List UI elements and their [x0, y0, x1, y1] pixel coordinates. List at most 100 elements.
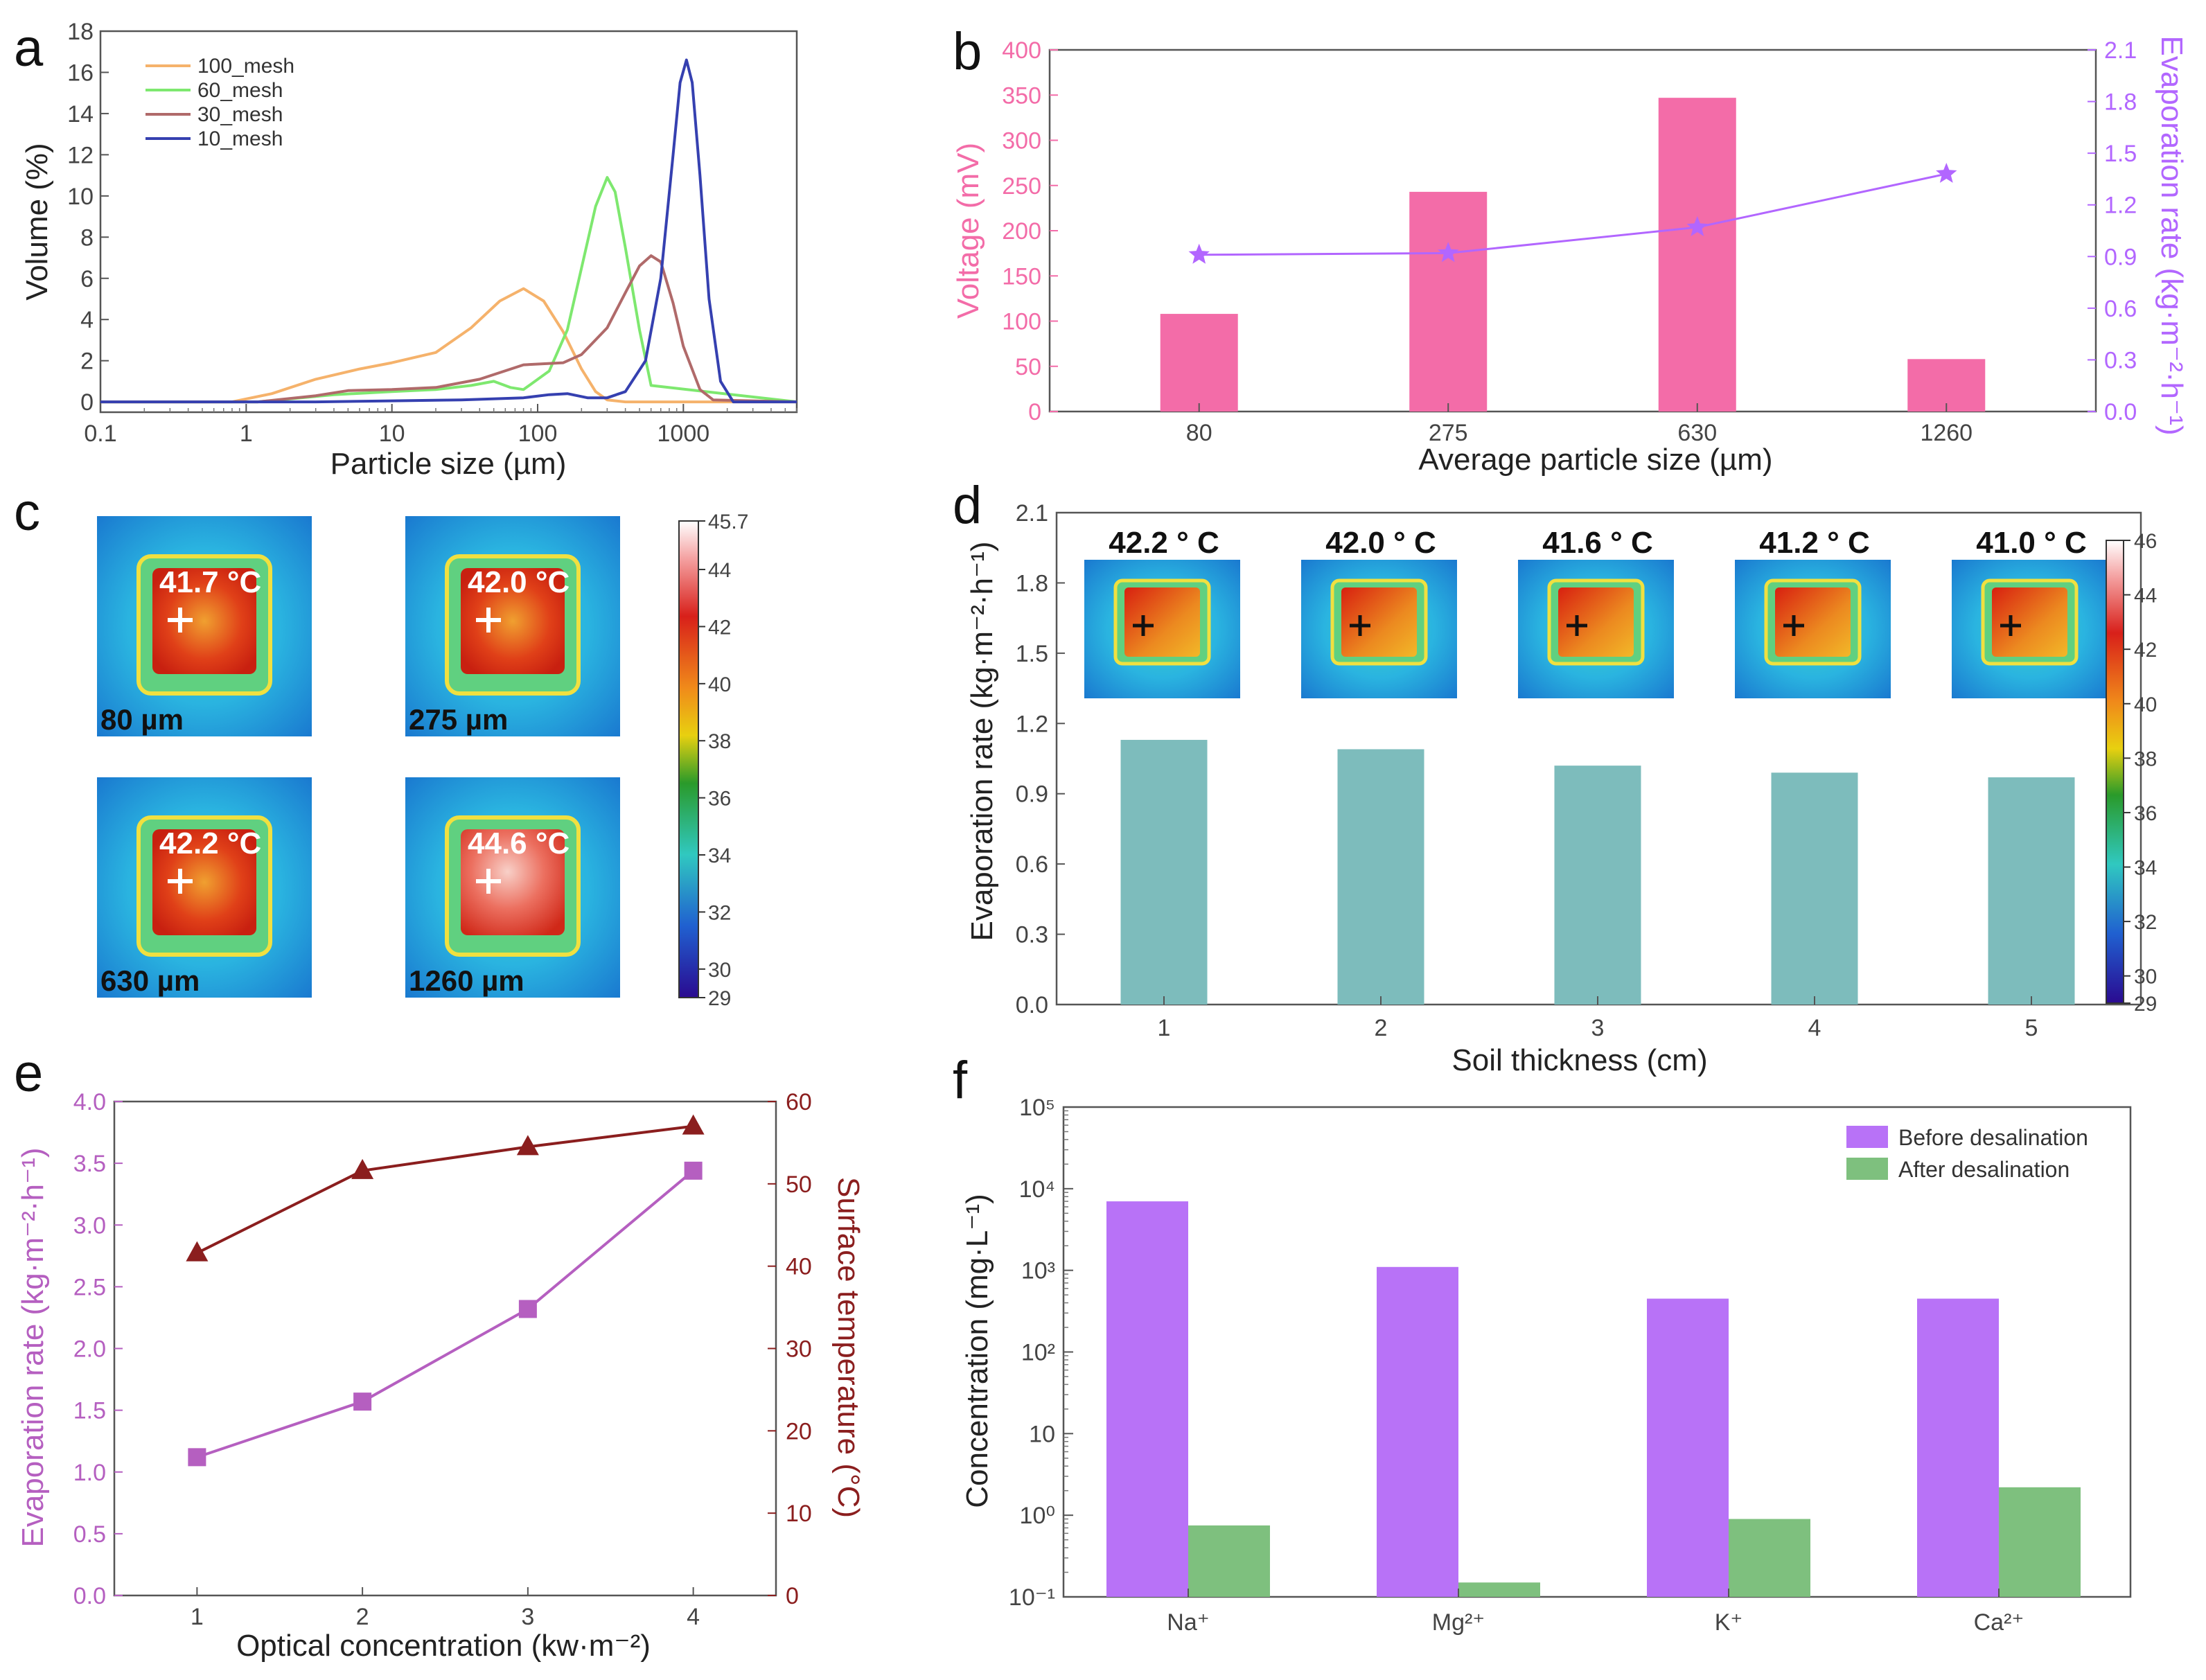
xtick-label-e: 1 — [191, 1604, 204, 1630]
crosshair-icon — [1783, 615, 1804, 636]
xtick-label-b: 275 — [1429, 420, 1468, 446]
ytick-label-f: 10² — [1021, 1340, 1055, 1366]
ylabel-e: Evaporation rate (kg·m⁻²·h⁻¹) — [16, 1147, 50, 1547]
ytick-label-b: 0 — [1028, 399, 1041, 425]
y2tick-label-e: 30 — [786, 1336, 812, 1363]
thermal-hot-d — [1992, 587, 2067, 657]
ytick-label-b: 200 — [1002, 218, 1041, 245]
ytick-label-d: 0.6 — [1016, 851, 1048, 878]
temp-label-d: 41.6 ° C — [1542, 526, 1652, 560]
legend-swatch-f — [1846, 1126, 1888, 1148]
crosshair-icon — [168, 608, 193, 633]
chart-a: 0.1 1 10 100 1000 0 2 4 6 8 10 12 14 16 18 100_mesh60_… — [20, 19, 798, 481]
xtick-label-e: 2 — [356, 1604, 369, 1630]
xtick-label-b: 630 — [1677, 420, 1717, 446]
ytick-label-d: 2.1 — [1016, 500, 1048, 527]
thermal-hot — [461, 568, 565, 674]
ytick-label-a: 10 — [67, 184, 94, 210]
ytick-label-d: 0.9 — [1016, 781, 1048, 808]
xtick-label-a: 1 — [240, 421, 253, 447]
ylabel-f: Concentration (mg·L⁻¹) — [960, 1194, 994, 1508]
bar-voltage-275 — [1409, 191, 1488, 412]
series-line-a-10_mesh — [100, 58, 797, 404]
bar-after-2 — [1729, 1519, 1810, 1597]
cbar-label-d: 46 — [2134, 530, 2157, 553]
evap-line-e — [196, 1169, 694, 1459]
cbar-label-c: 30 — [708, 959, 731, 982]
series-line-a-100_mesh — [100, 287, 797, 404]
cbar-label-d: 40 — [2134, 693, 2157, 716]
chart-b: 0 50 100 150 200 250 300 350 400 0.0 0.3 0.6 0.9 1.2 1… — [951, 35, 2189, 477]
panel-label-a: a — [14, 19, 44, 78]
cbar-label-d: 42 — [2134, 639, 2157, 662]
ytick-label-f: 10⁵ — [1019, 1095, 1055, 1121]
thermal-hot — [461, 829, 565, 935]
bar-voltage-1260 — [1907, 359, 1986, 412]
evap-marker-e — [684, 1161, 703, 1180]
ytick-label-d: 0.3 — [1016, 922, 1048, 948]
y2tick-label-e: 0 — [786, 1583, 799, 1609]
legend-label-a: 100_mesh — [197, 55, 294, 78]
cbar-label-d: 34 — [2134, 857, 2157, 880]
bar-voltage-80 — [1160, 314, 1238, 412]
chart-e: 1 2 3 4 0.0 0.5 1.0 1.5 2.0 2.5 3.0 3.5 4.0 0 10 20 30 40… — [16, 1089, 865, 1663]
colorbar-d — [2106, 540, 2124, 1004]
legend-label-f: Before desalination — [1898, 1125, 2088, 1150]
size-label-c: 1260 µm — [409, 964, 524, 997]
y2tick-label-b: 1.8 — [2104, 89, 2137, 116]
bar-voltage-630 — [1658, 98, 1736, 412]
ytick-label-e: 2.0 — [73, 1336, 106, 1363]
crosshair-icon — [1350, 615, 1370, 636]
ytick-label-a: 6 — [80, 266, 94, 292]
thermal-hot — [152, 568, 256, 674]
cbar-label-d: 44 — [2134, 585, 2157, 608]
cbar-label-c: 38 — [708, 730, 731, 753]
ytick-label-f: 10⁻¹ — [1009, 1584, 1055, 1611]
crosshair-icon — [2000, 615, 2021, 636]
ytick-label-f: 10⁰ — [1020, 1503, 1055, 1529]
size-label-c: 630 µm — [100, 964, 200, 997]
ytick-label-e: 3.0 — [73, 1212, 106, 1239]
xtick-label-a: 10 — [379, 421, 405, 447]
ytick-label-a: 8 — [80, 224, 94, 251]
ytick-label-b: 50 — [1015, 354, 1041, 380]
series-line-a-30_mesh — [100, 254, 797, 404]
y2tick-label-b: 1.5 — [2104, 141, 2137, 167]
cbar-label-d: 29 — [2134, 993, 2157, 1016]
bar-after-0 — [1188, 1525, 1270, 1597]
ytick-label-b: 100 — [1002, 309, 1041, 335]
temp-marker-e — [516, 1135, 539, 1156]
ylabel-b: Voltage (mV) — [951, 143, 985, 319]
temp-label-d: 41.2 ° C — [1759, 526, 1869, 560]
cbar-label-c: 34 — [708, 845, 731, 867]
bar-evap-5 — [1988, 777, 2075, 1005]
legend-label-a: 10_mesh — [197, 127, 283, 150]
ytick-label-b: 400 — [1002, 37, 1041, 64]
bar-before-3 — [1917, 1298, 1999, 1597]
ytick-label-e: 3.5 — [73, 1151, 106, 1177]
temp-label-c: 42.2 °C — [159, 826, 261, 860]
ytick-label-d: 1.2 — [1016, 711, 1048, 737]
ytick-label-d: 1.8 — [1016, 570, 1048, 596]
xtick-label-d: 1 — [1158, 1015, 1171, 1041]
size-label-c: 275 µm — [409, 703, 508, 736]
crosshair-icon — [1567, 615, 1587, 636]
cbar-label-c: 29 — [708, 987, 731, 1010]
size-label-c: 80 µm — [100, 703, 184, 736]
colorbar-c — [678, 520, 699, 998]
bar-evap-4 — [1771, 772, 1858, 1005]
xlabel-d: Soil thickness (cm) — [1451, 1043, 1707, 1077]
plot-frame-e — [113, 1100, 777, 1597]
evap-marker-e — [518, 1300, 537, 1318]
xtick-label-a: 100 — [518, 421, 558, 447]
ytick-label-d: 0.0 — [1016, 992, 1048, 1018]
series-line-a-60_mesh — [100, 176, 797, 404]
evap-star-630 — [1686, 216, 1708, 236]
evap-line-b — [1199, 173, 1947, 256]
y2tick-label-e: 10 — [786, 1501, 812, 1527]
ytick-label-e: 2.5 — [73, 1274, 106, 1300]
panel-label-d: d — [953, 476, 982, 535]
evap-star-1260 — [1936, 163, 1957, 183]
evap-star-275 — [1438, 242, 1459, 263]
